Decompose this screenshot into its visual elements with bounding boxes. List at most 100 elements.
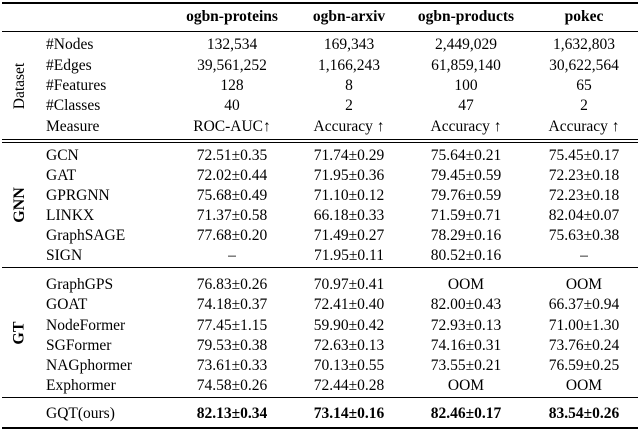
table-cell: 79.76±0.59 (430, 187, 502, 204)
col-header-ogbn-products: ogbn-products (417, 8, 515, 25)
table-cell: 72.02±0.44 (196, 167, 268, 184)
table-cell-best: 82.13±0.34 (196, 405, 268, 422)
table-cell: 71.74±0.29 (313, 147, 385, 164)
header-rule (2, 31, 638, 32)
table-cell: 71.10±0.12 (313, 187, 385, 204)
table-cell: 128 (220, 77, 244, 94)
table-cell: 75.68±0.49 (196, 187, 268, 204)
table-cell: 74.58±0.26 (196, 377, 268, 394)
table-cell: – (580, 247, 588, 264)
col-header-pokec: pokec (564, 8, 604, 25)
table-cell: 70.13±0.55 (313, 357, 385, 374)
table-cell: OOM (447, 276, 485, 293)
row-label: GPRGNN (46, 187, 110, 204)
table-cell: – (228, 247, 236, 264)
table-cell: 73.55±0.21 (430, 357, 502, 374)
table-cell: 65 (576, 77, 592, 94)
row-label: GQT(ours) (46, 405, 115, 422)
table-cell: 66.37±0.94 (548, 296, 620, 313)
row-label: #Nodes (46, 36, 94, 53)
table-cell: 74.18±0.37 (196, 296, 268, 313)
table-row: SGFormer 79.53±0.38 72.63±0.13 74.16±0.3… (0, 335, 640, 356)
table-cell: 8 (345, 77, 353, 94)
table-cell: OOM (447, 377, 485, 394)
table-cell: 132,534 (206, 36, 258, 53)
table-cell: 72.63±0.13 (313, 337, 385, 354)
dataset-rule (2, 139, 638, 140)
row-label: #Classes (46, 97, 101, 114)
table-cell: 59.90±0.42 (313, 317, 385, 334)
col-header-ogbn-proteins: ogbn-proteins (186, 8, 278, 25)
table-row: #Features 128 8 100 65 (0, 75, 640, 96)
table-cell: 77.45±1.15 (196, 317, 268, 334)
table-cell: 74.16±0.31 (430, 337, 502, 354)
table-cell: Accuracy ↑ (313, 118, 385, 135)
table-cell: 72.51±0.35 (196, 147, 268, 164)
row-label: GCN (46, 147, 79, 164)
table-cell: 72.41±0.40 (313, 296, 385, 313)
table-cell: 72.93±0.13 (430, 317, 502, 334)
table-cell: 75.45±0.17 (548, 147, 620, 164)
table-cell-best: 82.46±0.17 (430, 405, 502, 422)
table-row: Exphormer 74.58±0.26 72.44±0.28 OOM OOM (0, 375, 640, 396)
table-row: GCN 72.51±0.35 71.74±0.29 75.64±0.21 75.… (0, 145, 640, 166)
table-cell-best: 73.14±0.16 (313, 405, 385, 422)
table-cell: Accuracy ↑ (430, 118, 502, 135)
dataset-rule-double (2, 142, 638, 143)
table-cell: 169,343 (323, 36, 375, 53)
table-row: Measure ROC-AUC↑ Accuracy ↑ Accuracy ↑ A… (0, 116, 640, 137)
table-cell: 2,449,029 (435, 36, 497, 53)
table-cell: 78.29±0.16 (430, 227, 502, 244)
row-label: SIGN (46, 247, 83, 264)
table-cell: 82.00±0.43 (430, 296, 502, 313)
table-row: #Nodes 132,534 169,343 2,449,029 1,632,8… (0, 34, 640, 55)
table-cell: 75.64±0.21 (430, 147, 502, 164)
table-cell: 72.44±0.28 (313, 377, 385, 394)
row-label: LINKX (46, 207, 95, 224)
gnn-rule (2, 267, 638, 268)
table-cell: 1,632,803 (553, 36, 615, 53)
row-label: NodeFormer (46, 317, 126, 334)
table-cell: 71.95±0.36 (313, 167, 385, 184)
table-row: GraphSAGE 77.68±0.20 71.49±0.27 78.29±0.… (0, 225, 640, 246)
table-row: #Classes 40 2 47 2 (0, 95, 640, 116)
table-row: GraphGPS 76.83±0.26 70.97±0.41 OOM OOM (0, 274, 640, 295)
table-row: NodeFormer 77.45±1.15 59.90±0.42 72.93±0… (0, 315, 640, 336)
table-cell: 71.49±0.27 (313, 227, 385, 244)
row-label: #Features (46, 77, 107, 94)
row-label: Measure (46, 118, 100, 135)
row-label: GraphGPS (46, 276, 114, 293)
table-row: LINKX 71.37±0.58 66.18±0.33 71.59±0.71 8… (0, 205, 640, 226)
table-cell: 72.23±0.18 (548, 167, 620, 184)
row-label: Exphormer (46, 377, 116, 394)
row-label: NAGphormer (46, 357, 133, 374)
row-label: #Edges (46, 57, 92, 74)
table-cell: 2 (345, 97, 353, 114)
table-cell: 77.68±0.20 (196, 227, 268, 244)
header-row: ogbn-proteins ogbn-arxiv ogbn-products p… (0, 6, 640, 27)
table-cell: 1,166,243 (318, 57, 380, 74)
table-cell: 40 (224, 97, 240, 114)
top-rule (2, 2, 638, 4)
table-row: GAT 72.02±0.44 71.95±0.36 79.45±0.59 72.… (0, 165, 640, 186)
row-label: GraphSAGE (46, 227, 126, 244)
table-cell-best: 83.54±0.26 (548, 405, 620, 422)
table-row: NAGphormer 73.61±0.33 70.13±0.55 73.55±0… (0, 355, 640, 376)
table-cell: OOM (565, 276, 603, 293)
table-cell: 71.95±0.11 (314, 247, 384, 264)
table-row: GPRGNN 75.68±0.49 71.10±0.12 79.76±0.59 … (0, 185, 640, 206)
table-cell: 73.61±0.33 (196, 357, 268, 374)
table-cell: 47 (458, 97, 474, 114)
ours-row: GQT(ours) 82.13±0.34 73.14±0.16 82.46±0.… (0, 403, 640, 424)
table-cell: 73.76±0.24 (548, 337, 620, 354)
row-label: GOAT (46, 296, 88, 313)
table-cell: 79.53±0.38 (196, 337, 268, 354)
table-cell: 70.97±0.41 (313, 276, 385, 293)
table-cell: 82.04±0.07 (548, 207, 620, 224)
table-cell: 79.45±0.59 (430, 167, 502, 184)
table-cell: 2 (580, 97, 588, 114)
table-cell: 66.18±0.33 (313, 207, 385, 224)
table-cell: OOM (565, 377, 603, 394)
table-cell: 75.63±0.38 (548, 227, 620, 244)
